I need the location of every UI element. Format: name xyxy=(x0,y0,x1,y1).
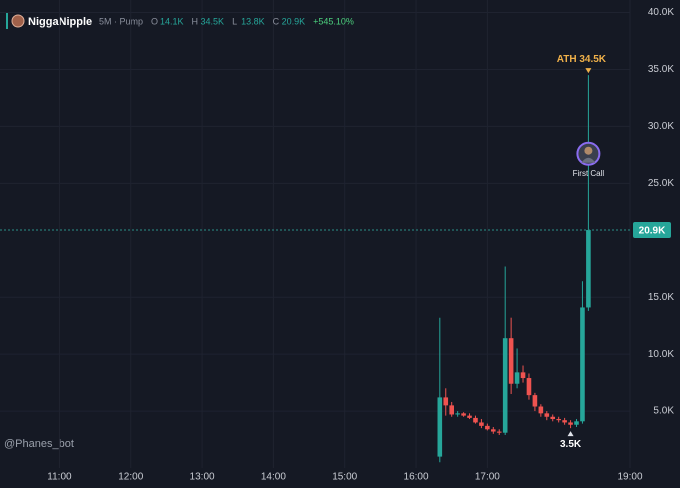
y-tick-label: 5.0K xyxy=(653,406,674,417)
candle-body xyxy=(461,413,466,416)
x-tick-label: 17:00 xyxy=(475,472,500,483)
y-tick-label: 25.0K xyxy=(648,178,674,189)
candle-body xyxy=(485,425,490,430)
candles xyxy=(437,75,591,463)
candle-body xyxy=(568,422,573,425)
last-price-box xyxy=(633,222,671,239)
x-tick-label: 15:00 xyxy=(332,472,357,483)
candle-body xyxy=(508,338,514,384)
low-marker xyxy=(567,431,574,437)
x-tick-label: 13:00 xyxy=(190,472,215,483)
ohlc-key: C xyxy=(273,16,280,26)
y-tick-label: 30.0K xyxy=(648,121,674,132)
candle-body xyxy=(491,429,496,432)
y-tick-label: 15.0K xyxy=(648,292,674,303)
interval: 5M · Pump xyxy=(99,16,143,26)
candle-body xyxy=(496,431,502,433)
y-tick-label: 10.0K xyxy=(648,349,674,360)
header-accent xyxy=(6,13,8,29)
candle-body xyxy=(556,419,561,421)
ath-label: ATH 34.5K xyxy=(557,54,607,65)
watermark: @Phanes_bot xyxy=(4,438,74,450)
x-tick-label: 11:00 xyxy=(47,472,72,483)
candle-body xyxy=(443,397,449,406)
ohlc-key: H xyxy=(192,16,199,26)
call-label: First Call xyxy=(573,169,605,178)
y-tick-label: 40.0K xyxy=(648,7,674,18)
candle-body xyxy=(526,378,532,396)
ath-marker xyxy=(585,68,592,74)
last-price-label: 20.9K xyxy=(639,226,666,237)
candle-body xyxy=(562,420,567,423)
ohlc-key: O xyxy=(151,16,158,26)
candle-body xyxy=(532,395,538,407)
token-avatar xyxy=(11,14,25,28)
candle-body xyxy=(473,417,478,423)
ohlc-value: 13.8K xyxy=(241,16,265,26)
candle-body xyxy=(586,230,591,308)
candle-body xyxy=(520,372,526,379)
symbol: NiggaNipple xyxy=(28,16,92,28)
y-tick-label: 35.0K xyxy=(648,64,674,75)
candle-body xyxy=(544,413,550,417)
ohlc-value: 20.9K xyxy=(282,16,306,26)
call-avatar-head xyxy=(584,146,593,155)
low-label: 3.5K xyxy=(560,439,582,450)
candle-body xyxy=(514,372,520,384)
candle-body xyxy=(538,406,544,414)
candle-body xyxy=(550,416,556,420)
candle-body xyxy=(437,397,443,457)
candle-body xyxy=(574,421,579,425)
candle-body xyxy=(580,307,585,422)
x-tick-label: 16:00 xyxy=(404,472,429,483)
ohlc-value: 14.1K xyxy=(160,16,184,26)
candle-body xyxy=(449,405,454,415)
x-tick-label: 14:00 xyxy=(261,472,286,483)
candle-body xyxy=(467,415,472,418)
ohlc-key: L xyxy=(232,16,237,26)
overlays: 20.9K ATH 34.5K 3.5K First Call xyxy=(0,54,671,450)
call-avatar-body xyxy=(581,157,596,163)
ohlc-value: 34.5K xyxy=(201,16,225,26)
x-tick-label: 12:00 xyxy=(118,472,143,483)
x-tick-label: 19:00 xyxy=(617,472,642,483)
candle-body xyxy=(479,422,484,426)
candle-body xyxy=(455,413,460,415)
change: +545.10% xyxy=(313,16,354,26)
candle-body xyxy=(502,338,508,433)
